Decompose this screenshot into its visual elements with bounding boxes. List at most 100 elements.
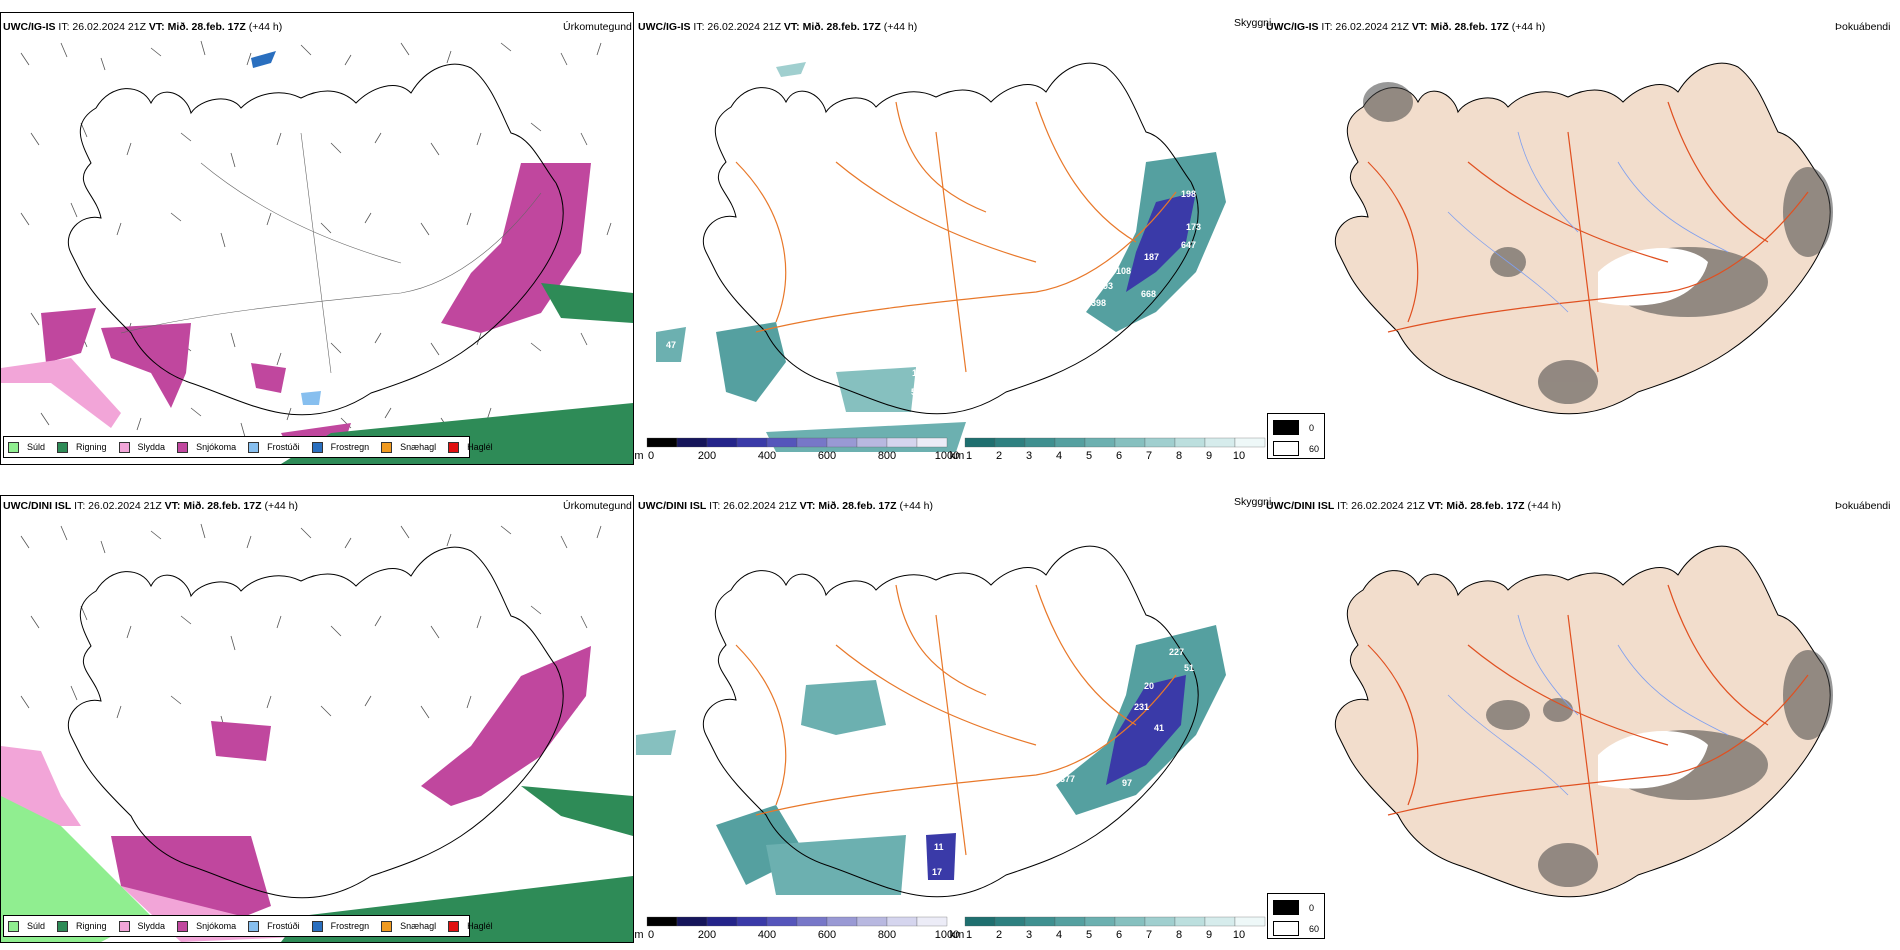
swatch-icon <box>1273 420 1299 435</box>
vis-value: 97 <box>1122 778 1132 788</box>
swatch-icon <box>8 920 19 932</box>
colorbar-cell <box>676 437 708 448</box>
colorbar-cell <box>916 437 948 448</box>
colorbar-cell <box>1234 916 1266 927</box>
vis-value: 187 <box>1144 252 1159 262</box>
colorbar-tick: 600 <box>818 450 836 462</box>
colorbar-tick: 0 <box>648 929 654 941</box>
vis-value: 59 <box>911 387 921 397</box>
swatch-icon <box>311 441 323 453</box>
precip-title-bottom: Úrkomutegund <box>563 500 632 512</box>
colorbar-cell <box>1234 437 1266 448</box>
colorbar-cell <box>766 916 798 927</box>
vis-value: 47 <box>666 340 676 350</box>
visibility-header-bottom: UWC/DINI ISL IT: 26.02.2024 21Z VT: Mið.… <box>638 500 934 512</box>
vis-value: 193 <box>1098 281 1113 291</box>
swatch-icon <box>177 920 189 932</box>
fog-title-bottom: Þokuábendi <box>1835 500 1891 512</box>
legend-item: Frostúði <box>248 441 300 453</box>
colorbar-tick: 7 <box>1146 450 1152 462</box>
colorbar-tick: 2 <box>996 450 1002 462</box>
visibility-title-bottom: Skyggni <box>1234 496 1272 508</box>
colorbar-cell <box>736 437 768 448</box>
precip-header-top: UWC/IG-IS IT: 26.02.2024 21Z VT: Mið. 28… <box>3 21 282 33</box>
colorbar-cell <box>1204 437 1236 448</box>
vis-value: 377 <box>1060 774 1075 784</box>
legend-item: Súld <box>8 441 45 453</box>
vis-value: 20 <box>1144 681 1154 691</box>
colorbar-cell <box>964 437 996 448</box>
swatch-icon <box>177 441 189 453</box>
precip-shading <box>1 51 633 464</box>
vis-value: 173 <box>1186 222 1201 232</box>
visibility-title-top: Skyggni <box>1234 17 1272 29</box>
iceland-coastline <box>702 62 1199 415</box>
colorbar-tick: 5 <box>1086 450 1092 462</box>
legend-item: Slydda <box>118 441 165 453</box>
swatch-icon <box>1273 441 1299 456</box>
swatch-icon <box>57 920 69 932</box>
vis-value: 168 <box>1061 747 1076 757</box>
vis-value: 19 <box>912 368 922 378</box>
model-name: UWC/IG-IS <box>3 21 56 33</box>
colorbar-cell <box>736 916 768 927</box>
colorbar-tick: 1000 <box>935 929 959 941</box>
colorbar-tick: 4 <box>1056 450 1062 462</box>
precip-title-top: Úrkomutegund <box>563 21 632 33</box>
colorbar-cell <box>1204 916 1236 927</box>
colorbar-tick: 5 <box>1086 929 1092 941</box>
colorbar-cell <box>796 437 828 448</box>
vis-value: 403 <box>1089 731 1104 741</box>
colorbar-cell <box>886 916 918 927</box>
precip-panel-top <box>0 12 634 465</box>
colorbar-cell <box>826 916 858 927</box>
legend-item: Haglél <box>448 441 493 453</box>
swatch-icon <box>448 920 460 932</box>
colorbar-cell <box>1114 437 1146 448</box>
fog-panel-top <box>1268 12 1900 452</box>
visibility-panel-bottom: 227 51 20 231 41 403 168 377 97 11 17 <box>636 495 1266 935</box>
colorbar-tick: 6 <box>1116 450 1122 462</box>
colorbar-cell <box>1114 916 1146 927</box>
colorbar-cell <box>1084 437 1116 448</box>
precip-header-bottom: UWC/DINI ISL IT: 26.02.2024 21Z VT: Mið.… <box>3 500 299 512</box>
colorbar-tick: 1 <box>966 929 972 941</box>
vis-value: 169 <box>938 391 953 401</box>
vis-value: 198 <box>1181 189 1196 199</box>
colorbar-cell <box>646 437 678 448</box>
colorbar-tick: 2 <box>996 929 1002 941</box>
colorbar-cell <box>706 437 738 448</box>
fog-title-top: Þokuábendi <box>1835 21 1891 33</box>
swatch-icon <box>448 441 460 453</box>
vis-value: 17 <box>932 867 942 877</box>
precip-panel-bottom <box>0 495 634 943</box>
colorbar-cell <box>994 437 1026 448</box>
colorbar-tick: 400 <box>758 929 776 941</box>
colorbar-tick: 800 <box>878 450 896 462</box>
colorbar-cell <box>1174 437 1206 448</box>
colorbar-cell <box>646 916 678 927</box>
colorbar-tick: 0 <box>648 450 654 462</box>
colorbar-cell <box>1174 916 1206 927</box>
precip-legend-top: Súld Rigning Slydda Snjókoma Frostúði Fr… <box>3 436 493 458</box>
vis-value: 41 <box>1154 723 1164 733</box>
visibility-values: 198 173 647 187 108 193 398 668 19 59 16… <box>666 189 1201 404</box>
km-unit-label: km <box>950 929 965 941</box>
colorbar-tick: 4 <box>1056 929 1062 941</box>
vis-value: 668 <box>1141 289 1156 299</box>
vis-value: 647 <box>1181 240 1196 250</box>
colorbar-cell <box>964 916 996 927</box>
swatch-icon <box>57 441 69 453</box>
colorbar-tick: 3 <box>1026 929 1032 941</box>
colorbar-tick: 200 <box>698 450 716 462</box>
legend-item: Rigning <box>57 441 107 453</box>
fog-header-top: UWC/IG-IS IT: 26.02.2024 21Z VT: Mið. 28… <box>1266 21 1546 33</box>
colorbar-tick: 9 <box>1206 929 1212 941</box>
colorbar-tick: 8 <box>1176 450 1182 462</box>
fog-header-bottom: UWC/DINI ISL IT: 26.02.2024 21Z VT: Mið.… <box>1266 500 1562 512</box>
colorbar-cell <box>1084 916 1116 927</box>
swatch-icon <box>118 920 130 932</box>
colorbar-tick: 9 <box>1206 450 1212 462</box>
colorbar-tick: 6 <box>1116 929 1122 941</box>
